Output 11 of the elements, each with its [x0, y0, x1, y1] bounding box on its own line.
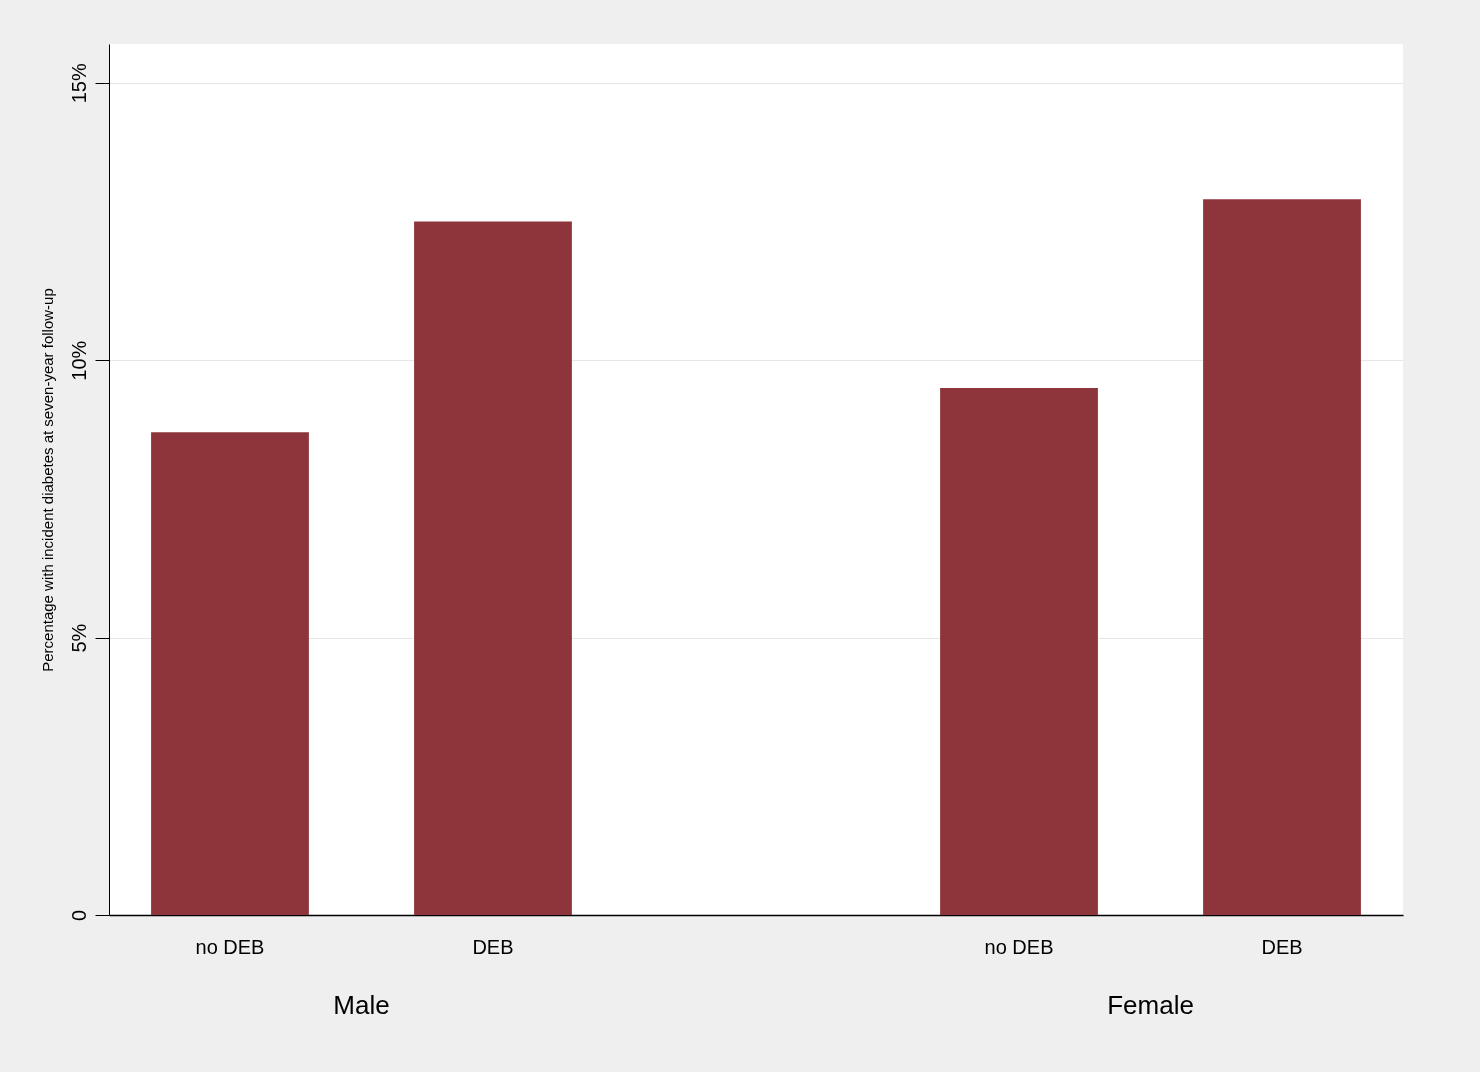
x-tick-label: DEB	[472, 935, 514, 958]
y-tick-label: 15%	[67, 63, 90, 104]
text: Male	[333, 990, 390, 1020]
y-tick-label: 0	[67, 909, 90, 922]
x-tick-label: DEB	[1261, 935, 1303, 958]
y-tick-label: 5%	[67, 623, 90, 653]
x-tick-label: no DEB	[984, 935, 1054, 958]
x-tick-label: no DEB	[195, 935, 265, 958]
y-axis-title: Percentage with incident diabetes at seven-year follow-up	[38, 288, 56, 672]
text: Female	[1107, 990, 1194, 1020]
y-tick-label: 10%	[67, 340, 90, 381]
